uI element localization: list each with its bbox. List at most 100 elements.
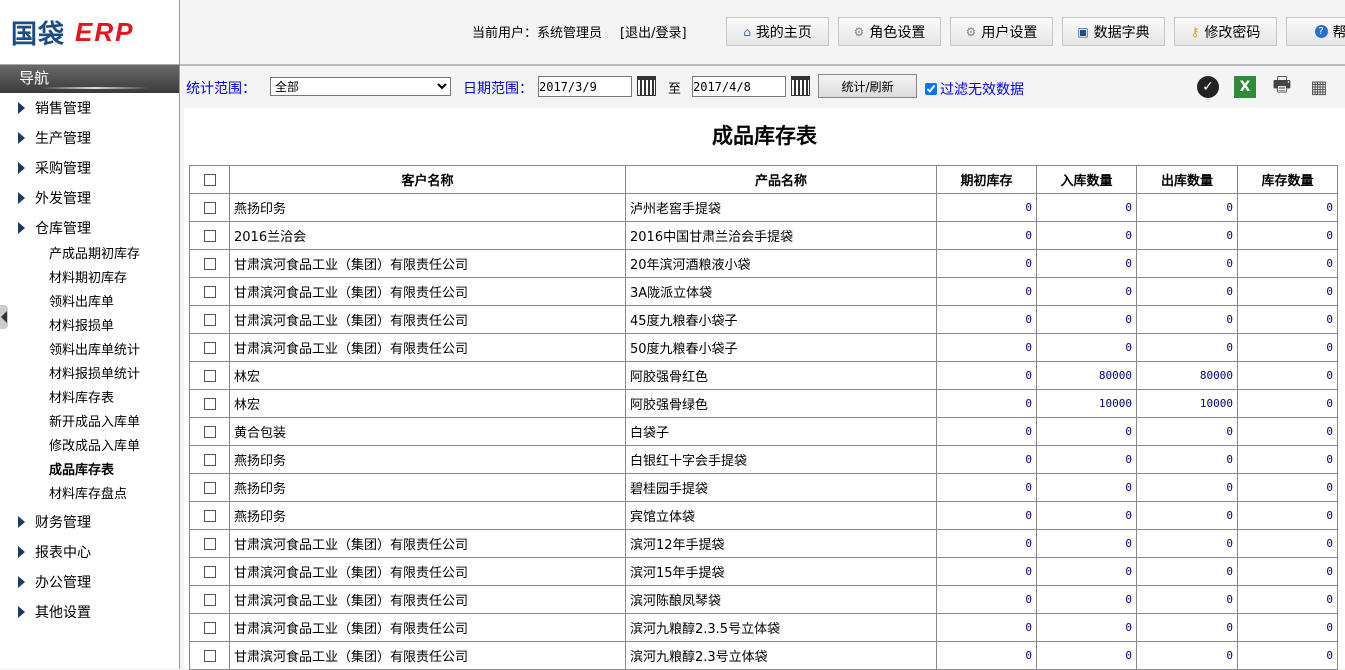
nav-subitem[interactable]: 材料报损单 [0, 315, 179, 339]
select-all-checkbox-cell[interactable] [190, 166, 230, 194]
nav-subitem[interactable]: 产成品期初库存 [0, 243, 179, 267]
nav-subitem[interactable]: 修改成品入库单 [0, 435, 179, 459]
row-checkbox[interactable] [204, 230, 216, 242]
quantity-cell: 0 [1238, 306, 1338, 334]
filter-invalid-toggle[interactable]: 过滤无效数据 [925, 79, 1024, 99]
logout-link[interactable]: [退出/登录] [620, 26, 687, 41]
header-button[interactable]: ▣数据字典 [1062, 17, 1165, 46]
nav-subitem[interactable]: 新开成品入库单 [0, 411, 179, 435]
row-checkbox-cell[interactable] [190, 390, 230, 418]
nav-subitem[interactable]: 材料库存表 [0, 387, 179, 411]
row-checkbox[interactable] [204, 538, 216, 550]
row-checkbox[interactable] [204, 258, 216, 270]
row-checkbox-cell[interactable] [190, 362, 230, 390]
row-checkbox-cell[interactable] [190, 586, 230, 614]
row-checkbox[interactable] [204, 482, 216, 494]
row-checkbox[interactable] [204, 622, 216, 634]
row-checkbox[interactable] [204, 370, 216, 382]
filter-checkbox[interactable] [925, 83, 937, 95]
collapse-sidebar-handle[interactable] [0, 305, 8, 329]
row-checkbox-cell[interactable] [190, 558, 230, 586]
quantity-cell: 0 [1137, 446, 1238, 474]
header-button[interactable]: ⌂我的主页 [726, 17, 829, 46]
nav-header: 导航 [0, 65, 179, 93]
header-button[interactable]: ⚷修改密码 [1174, 17, 1277, 46]
nav-subitem[interactable]: 材料报损单统计 [0, 363, 179, 387]
nav-subitem[interactable]: 领料出库单 [0, 291, 179, 315]
row-checkbox-cell[interactable] [190, 418, 230, 446]
nav-subitem[interactable]: 材料库存盘点 [0, 483, 179, 507]
row-checkbox[interactable] [204, 566, 216, 578]
nav-item[interactable]: 财务管理 [0, 507, 179, 537]
row-checkbox[interactable] [204, 510, 216, 522]
row-checkbox[interactable] [204, 426, 216, 438]
quantity-cell: 0 [937, 474, 1037, 502]
row-checkbox-cell[interactable] [190, 614, 230, 642]
row-checkbox[interactable] [204, 454, 216, 466]
row-checkbox[interactable] [204, 202, 216, 214]
row-checkbox-cell[interactable] [190, 530, 230, 558]
row-checkbox[interactable] [204, 286, 216, 298]
nav-item[interactable]: 报表中心 [0, 537, 179, 567]
nav-item[interactable]: 采购管理 [0, 153, 179, 183]
row-checkbox-cell[interactable] [190, 278, 230, 306]
row-checkbox-cell[interactable] [190, 474, 230, 502]
row-checkbox-cell[interactable] [190, 334, 230, 362]
row-checkbox-cell[interactable] [190, 306, 230, 334]
row-checkbox[interactable] [204, 342, 216, 354]
header-button[interactable]: ?帮助 [1286, 17, 1345, 46]
row-checkbox[interactable] [204, 398, 216, 410]
date-from-input[interactable] [538, 76, 632, 97]
nav-item[interactable]: 生产管理 [0, 123, 179, 153]
excel-export-icon[interactable]: X [1234, 76, 1256, 98]
date-to-input[interactable] [692, 76, 786, 97]
row-checkbox[interactable] [204, 650, 216, 662]
refresh-button[interactable]: 统计/刷新 [818, 74, 917, 98]
row-checkbox-cell[interactable] [190, 642, 230, 670]
product-cell: 20年滨河酒粮液小袋 [626, 250, 937, 278]
calendar-icon[interactable] [637, 76, 656, 96]
header-button[interactable]: ⚙角色设置 [838, 17, 941, 46]
nav-item[interactable]: 外发管理 [0, 183, 179, 213]
nav-subitem[interactable]: 材料期初库存 [0, 267, 179, 291]
quantity-cell: 0 [1238, 642, 1338, 670]
row-checkbox[interactable] [204, 594, 216, 606]
nav-item[interactable]: 销售管理 [0, 93, 179, 123]
row-checkbox-cell[interactable] [190, 222, 230, 250]
nav-item[interactable]: 其他设置 [0, 597, 179, 627]
row-checkbox-cell[interactable] [190, 502, 230, 530]
nav-item[interactable]: 仓库管理 [0, 213, 179, 243]
nav-subitem[interactable]: 领料出库单统计 [0, 339, 179, 363]
nav-item[interactable]: 办公管理 [0, 567, 179, 597]
row-checkbox-cell[interactable] [190, 446, 230, 474]
select-all-checkbox[interactable] [204, 174, 216, 186]
row-checkbox[interactable] [204, 314, 216, 326]
approve-icon[interactable]: ✓ [1197, 76, 1219, 98]
header-button[interactable]: ⚙用户设置 [950, 17, 1053, 46]
print-icon[interactable]: 🖶 [1271, 76, 1293, 98]
row-checkbox-cell[interactable] [190, 250, 230, 278]
product-cell: 滨河陈酿凤琴袋 [626, 586, 937, 614]
nav-subitem[interactable]: 成品库存表 [0, 459, 179, 483]
calculator-icon[interactable]: ▦ [1308, 76, 1330, 98]
row-checkbox-cell[interactable] [190, 194, 230, 222]
scope-select[interactable]: 全部 [270, 77, 451, 96]
calendar-icon[interactable] [791, 76, 810, 96]
